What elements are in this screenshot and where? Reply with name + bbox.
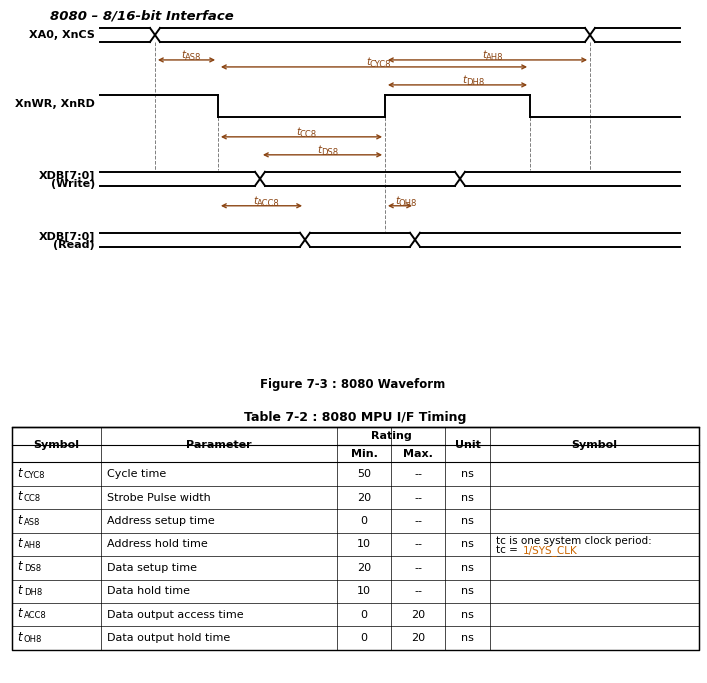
Text: ns: ns <box>461 516 474 526</box>
Text: tc =: tc = <box>496 545 521 555</box>
Text: 20: 20 <box>357 563 371 573</box>
Text: 10: 10 <box>357 586 371 596</box>
Text: Min.: Min. <box>351 449 378 459</box>
Text: Data hold time: Data hold time <box>107 586 189 596</box>
Text: 50: 50 <box>357 469 371 479</box>
Text: Unit: Unit <box>455 440 481 450</box>
Text: t: t <box>296 127 300 137</box>
Text: 0: 0 <box>361 516 368 526</box>
Text: Cycle time: Cycle time <box>107 469 166 479</box>
Text: AH8: AH8 <box>486 53 503 62</box>
Text: DH8: DH8 <box>466 78 484 87</box>
Text: t: t <box>17 490 21 503</box>
Text: --: -- <box>414 586 422 596</box>
Text: ns: ns <box>461 469 474 479</box>
Text: 8080 – 8/16-bit Interface: 8080 – 8/16-bit Interface <box>50 10 234 23</box>
Bar <box>12 428 699 650</box>
Text: AS8: AS8 <box>24 518 40 527</box>
Text: --: -- <box>414 516 422 526</box>
Text: ns: ns <box>461 586 474 596</box>
Text: CC8: CC8 <box>24 494 41 503</box>
Text: Address hold time: Address hold time <box>107 540 207 549</box>
Text: DS8: DS8 <box>321 148 338 157</box>
Text: 1/SYS_CLK: 1/SYS_CLK <box>523 545 578 556</box>
Text: ns: ns <box>461 540 474 549</box>
Text: t: t <box>366 57 370 67</box>
Text: ns: ns <box>461 633 474 643</box>
Text: --: -- <box>414 540 422 549</box>
Text: t: t <box>17 607 21 620</box>
Text: XDB[7:0]: XDB[7:0] <box>39 232 95 242</box>
Text: AS8: AS8 <box>185 53 201 62</box>
Text: t: t <box>254 196 257 206</box>
Text: tc is one system clock period:: tc is one system clock period: <box>496 535 651 546</box>
Text: 20: 20 <box>411 633 426 643</box>
Text: t: t <box>17 514 21 527</box>
Text: ns: ns <box>461 492 474 503</box>
Text: OH8: OH8 <box>24 635 42 643</box>
Text: --: -- <box>414 492 422 503</box>
Text: 20: 20 <box>411 610 426 619</box>
Text: Data output access time: Data output access time <box>107 610 243 619</box>
Text: ns: ns <box>461 610 474 619</box>
Text: 0: 0 <box>361 610 368 619</box>
Text: Data output hold time: Data output hold time <box>107 633 230 643</box>
Text: t: t <box>482 50 486 60</box>
Text: ACC8: ACC8 <box>257 199 280 208</box>
Text: DH8: DH8 <box>24 588 42 597</box>
Text: XA0, XnCS: XA0, XnCS <box>29 30 95 40</box>
Text: 0: 0 <box>361 633 368 643</box>
Text: ACC8: ACC8 <box>24 611 47 620</box>
Text: t: t <box>17 466 21 479</box>
Text: Rating: Rating <box>371 431 411 441</box>
Text: t: t <box>17 584 21 597</box>
Text: Max.: Max. <box>404 449 433 459</box>
Text: ns: ns <box>461 563 474 573</box>
Text: CYC8: CYC8 <box>24 471 45 479</box>
Text: OH8: OH8 <box>398 199 416 208</box>
Text: Parameter: Parameter <box>186 440 252 450</box>
Text: DS8: DS8 <box>24 564 41 573</box>
Text: t: t <box>462 75 467 85</box>
Text: t: t <box>317 145 322 155</box>
Text: XDB[7:0]: XDB[7:0] <box>39 171 95 181</box>
Text: --: -- <box>414 563 422 573</box>
Text: t: t <box>182 50 186 60</box>
Text: Symbol: Symbol <box>571 440 617 450</box>
Text: Table 7-2 : 8080 MPU I/F Timing: Table 7-2 : 8080 MPU I/F Timing <box>244 410 466 423</box>
Text: AH8: AH8 <box>24 541 41 550</box>
Text: t: t <box>17 537 21 550</box>
Text: 20: 20 <box>357 492 371 503</box>
Text: --: -- <box>414 469 422 479</box>
Text: (Read): (Read) <box>53 240 95 250</box>
Text: Symbol: Symbol <box>33 440 79 450</box>
Text: CC8: CC8 <box>300 130 317 139</box>
Text: t: t <box>17 560 21 574</box>
Text: t: t <box>17 630 21 643</box>
Text: Data setup time: Data setup time <box>107 563 197 573</box>
Text: 10: 10 <box>357 540 371 549</box>
Text: t: t <box>395 196 399 206</box>
Text: Strobe Pulse width: Strobe Pulse width <box>107 492 210 503</box>
Text: CYC8: CYC8 <box>369 60 391 69</box>
Text: Figure 7-3 : 8080 Waveform: Figure 7-3 : 8080 Waveform <box>260 378 445 391</box>
Text: Address setup time: Address setup time <box>107 516 214 526</box>
Text: (Write): (Write) <box>51 179 95 189</box>
Text: XnWR, XnRD: XnWR, XnRD <box>15 99 95 109</box>
